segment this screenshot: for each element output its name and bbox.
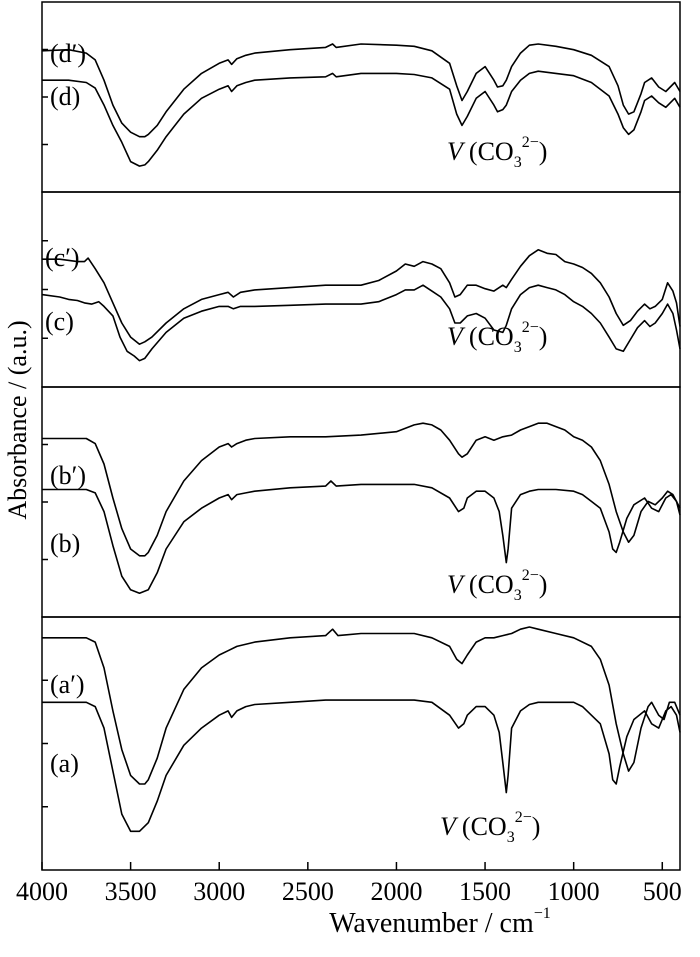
spectrum-line: [42, 249, 681, 346]
spectrum-line: [41, 284, 681, 362]
spectrum-line: [42, 422, 681, 557]
annotation-superscript: 2−: [522, 134, 539, 151]
panel-frames: [41, 1, 681, 871]
x-tick-label: 1500: [459, 877, 511, 906]
x-tick-label: 2000: [370, 877, 422, 906]
series-label: (c): [45, 307, 74, 336]
annotation-close: ): [539, 322, 548, 351]
annotation-species: (CO: [469, 570, 514, 599]
annotation-v: V: [447, 322, 469, 351]
x-axis-label-text: Wavenumber / cm: [329, 908, 534, 939]
spectrum-line: [42, 699, 681, 833]
annotation-superscript: 2−: [522, 567, 539, 584]
x-tick-label: 3000: [193, 877, 245, 906]
annotation-v: V: [447, 570, 469, 599]
carbonate-annotation: V (CO32−): [447, 134, 547, 171]
spectrum-line: [42, 70, 681, 167]
x-axis-label: Wavenumber / cm−1: [200, 904, 680, 940]
x-tick-label: 4000: [16, 877, 68, 906]
annotation-subscript: 3: [514, 339, 522, 356]
annotation-species: (CO: [469, 322, 514, 351]
x-axis-ticks: 4000 3500 3000 2500 2000 1500 1000 500: [16, 862, 682, 906]
panel-frame-3: [41, 386, 681, 618]
annotation-close: ): [532, 812, 541, 841]
series-label: (c′): [45, 243, 80, 272]
carbonate-annotation: V (CO32−): [447, 319, 547, 356]
annotation-superscript: 2−: [522, 319, 539, 336]
panel-frame-2: [41, 191, 681, 388]
series-label: (b′): [50, 461, 86, 490]
y-axis-label: Absorbance / (a.u.): [3, 320, 32, 520]
series-label: (b): [50, 529, 80, 558]
annotation-v: V: [440, 812, 462, 841]
x-axis-label-exponent: −1: [533, 904, 551, 922]
annotation-species: (CO: [469, 137, 514, 166]
spectrum-line: [42, 626, 681, 785]
spectrum-line: [42, 480, 681, 595]
curve-labels: (d′)(d)V (CO32−)(c′)(c)V (CO32−)(b′)(b)V…: [45, 39, 547, 846]
carbonate-annotation: V (CO32−): [440, 809, 540, 846]
annotation-close: ): [539, 570, 548, 599]
x-tick-label: 2500: [282, 877, 334, 906]
series-label: (a): [50, 749, 79, 778]
annotation-superscript: 2−: [515, 809, 532, 826]
series-label: (d): [50, 82, 80, 111]
carbonate-annotation: V (CO32−): [447, 567, 547, 604]
x-tick-label: 1000: [548, 877, 600, 906]
panel-frame-1: [41, 1, 681, 193]
annotation-close: ): [539, 137, 548, 166]
annotation-subscript: 3: [507, 829, 515, 846]
x-tick-label: 3500: [105, 877, 157, 906]
spectra-curves: [41, 43, 681, 833]
annotation-subscript: 3: [514, 154, 522, 171]
series-label: (d′): [50, 39, 86, 68]
annotation-v: V: [447, 137, 469, 166]
annotation-subscript: 3: [514, 587, 522, 604]
spectrum-line: [41, 43, 681, 138]
annotation-species: (CO: [462, 812, 507, 841]
x-tick-label: 500: [643, 877, 682, 906]
series-label: (a′): [50, 670, 85, 699]
